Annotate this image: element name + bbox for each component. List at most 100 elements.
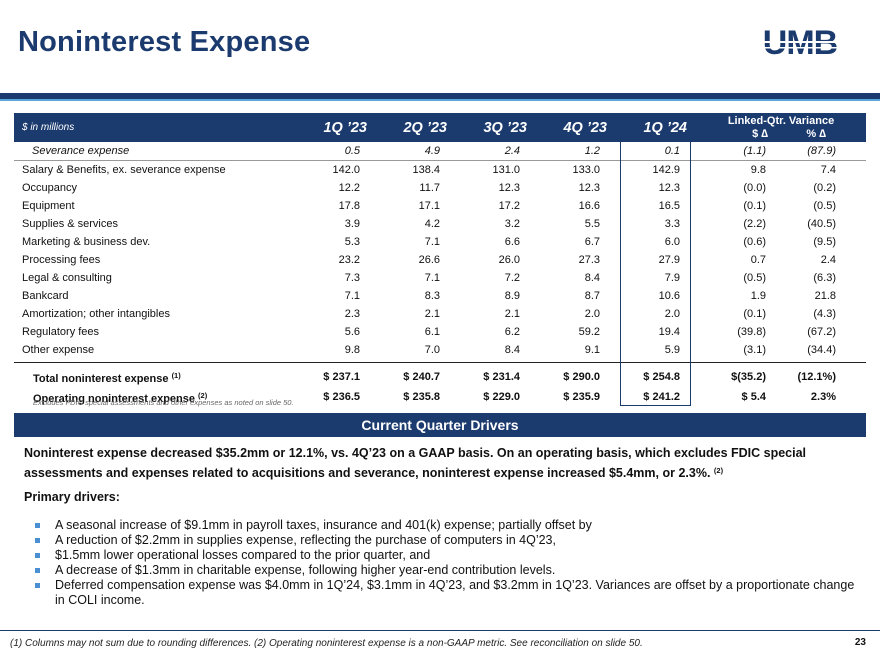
cell: $ 235.8 [403,391,440,403]
cell: $ 290.0 [563,371,600,383]
cell: 1.2 [584,145,600,157]
col-2q23: 2Q ’23 [403,120,447,136]
row-label: Bankcard [22,290,69,302]
cell: $ 236.5 [323,391,360,403]
row-label: Amortization; other intangibles [22,308,170,320]
row-label: Severance expense [32,145,130,157]
cell: 2.4 [820,254,836,266]
cell: 16.5 [658,200,680,212]
cell: (0.1) [743,308,766,320]
drivers-list: A seasonal increase of $9.1mm in payroll… [35,518,855,608]
cell: 6.6 [504,236,520,248]
cell: (67.2) [807,326,836,338]
cell: 7.0 [424,344,440,356]
cell: 9.8 [344,344,360,356]
cell: (39.8) [737,326,766,338]
cell: 5.5 [584,218,600,230]
variance-pct: % ∆ [806,128,826,140]
cell: (2.2) [743,218,766,230]
totals-divider [14,362,866,363]
cell: (0.2) [813,182,836,194]
table-row: Equipment 17.8 17.1 17.2 16.6 16.5 (0.1) (0.5) [14,197,866,215]
cell: 8.4 [584,272,600,284]
cell: 7.1 [344,290,360,302]
table-row: Processing fees 23.2 26.6 26.0 27.3 27.9 0.7 2.… [14,251,866,269]
cell: $ 254.8 [643,371,680,383]
list-item: Deferred compensation expense was $4.0mm… [35,578,855,608]
row-label-text: Total noninterest expense [33,373,169,385]
cell: (87.9) [807,145,836,157]
cell: $ 231.4 [483,371,520,383]
cell: 12.3 [578,182,600,194]
cell: (1.1) [743,145,766,157]
cell: (12.1%) [797,371,836,383]
cell: 2.3 [344,308,360,320]
summary-text: Noninterest expense decreased $35.2mm or… [24,446,807,480]
totals-rows: Total noninterest expense (1) $ 237.1 $ 24… [14,367,866,407]
cell: 133.0 [572,164,600,176]
bullet-text: Deferred compensation expense was $4.0mm… [55,578,855,607]
col-4q23: 4Q ’23 [563,120,607,136]
cell: 12.2 [338,182,360,194]
row-label: Operating noninterest expense (2) [33,391,207,405]
row-label: Legal & consulting [22,272,112,284]
cell: 7.1 [424,272,440,284]
table-header: $ in millions 1Q ’23 2Q ’23 3Q ’23 4Q ’2… [14,113,866,142]
row-label: Marketing & business dev. [22,236,151,248]
cell: 9.1 [584,344,600,356]
cell: 11.7 [419,182,440,194]
cell: 19.4 [658,326,680,338]
bullet-icon [35,538,40,543]
cell: 26.6 [418,254,440,266]
cell: 0.1 [664,145,680,157]
current-quarter-highlight [620,140,691,406]
cell: 2.0 [584,308,600,320]
table-row: Bankcard 7.1 8.3 8.9 8.7 10.6 1.9 21.8 [14,287,866,305]
row-label: Occupancy [22,182,78,194]
cell: 3.2 [504,218,520,230]
cell: (40.5) [807,218,836,230]
header-rule-accent [0,99,880,101]
cell: 6.2 [504,326,520,338]
row-label: Equipment [22,200,75,212]
footer-rule [0,630,880,631]
bullet-icon [35,568,40,573]
table-row: Other expense 9.8 7.0 8.4 9.1 5.9 (3.1) (34.4) [14,341,866,359]
cell: 8.9 [504,290,520,302]
cell: (0.5) [743,272,766,284]
row-label-text: Operating noninterest expense [33,393,195,405]
cell: $ 237.1 [323,371,360,383]
expense-rows: Salary & Benefits, ex. severance expense… [14,161,866,359]
cell: 5.3 [344,236,360,248]
cell: 3.3 [664,218,680,230]
cell: 12.3 [498,182,520,194]
page-number: 23 [854,637,866,648]
table-row: Legal & consulting 7.3 7.1 7.2 8.4 7.9 (0.5) (6… [14,269,866,287]
drivers-summary: Noninterest expense decreased $35.2mm or… [24,445,854,482]
cell: 21.8 [814,290,836,302]
table-note: Excludes FDIC special assessments and ot… [33,398,294,407]
cell: 6.1 [424,326,440,338]
footer-note: (1) Columns may not sum due to rounding … [10,638,643,649]
bullet-text: A decrease of $1.3mm in charitable expen… [55,563,556,577]
cell: 7.9 [664,272,680,284]
cell: 6.0 [664,236,680,248]
cell: (3.1) [743,344,766,356]
cell: 142.9 [652,164,680,176]
cell: 138.4 [412,164,440,176]
table-row: Supplies & services 3.9 4.2 3.2 5.5 3.3 (2.2) (… [14,215,866,233]
cell: 7.3 [344,272,360,284]
cell: 8.7 [584,290,600,302]
primary-drivers-label: Primary drivers: [24,490,120,504]
cell: 0.5 [344,145,360,157]
cell: 27.3 [578,254,600,266]
cell: 16.6 [578,200,600,212]
summary-sup: (2) [713,466,724,475]
cell: 9.8 [750,164,766,176]
cell: (9.5) [813,236,836,248]
cell: 12.3 [658,182,680,194]
cell: 2.4 [504,145,520,157]
cell: 8.3 [424,290,440,302]
cell: (0.0) [743,182,766,194]
umb-logo: UMB [743,26,857,60]
